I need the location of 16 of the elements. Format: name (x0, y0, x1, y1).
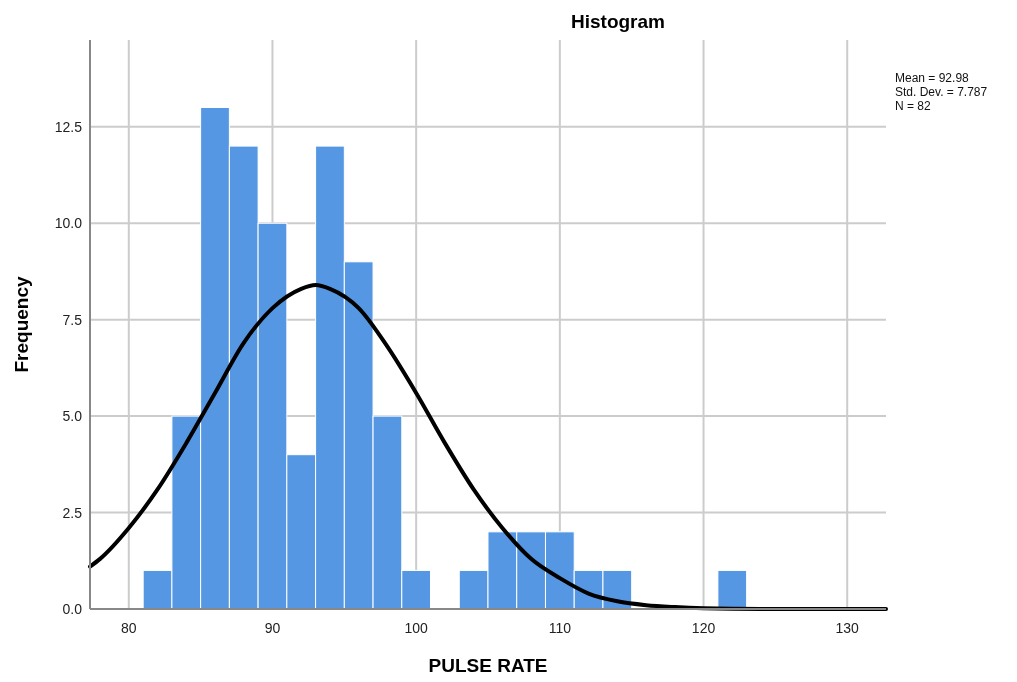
y-tick-label: 10.0 (54, 215, 83, 232)
y-tick-label: 5.0 (62, 408, 83, 425)
text: Mean = 92.98 Std. Dev. = 7.787 N = 82 (895, 71, 988, 113)
y-tick-label: 7.5 (62, 311, 83, 328)
x-tick-label: 80 (121, 620, 137, 636)
y-tick-label: 12.5 (54, 118, 83, 135)
x-tick-label: 130 (835, 620, 860, 636)
x-tick-label: 100 (404, 620, 429, 636)
x-tick-label: 110 (548, 620, 572, 636)
x-tick-label: 120 (691, 620, 716, 636)
y-tick-label: 2.5 (62, 504, 83, 521)
y-axis-title: Frequency (11, 276, 32, 373)
x-axis-title: PULSE RATE (428, 655, 548, 676)
chart-title: Histogram (571, 11, 665, 32)
x-tick-label: 90 (264, 620, 281, 636)
y-tick-label: 0.0 (62, 601, 83, 617)
